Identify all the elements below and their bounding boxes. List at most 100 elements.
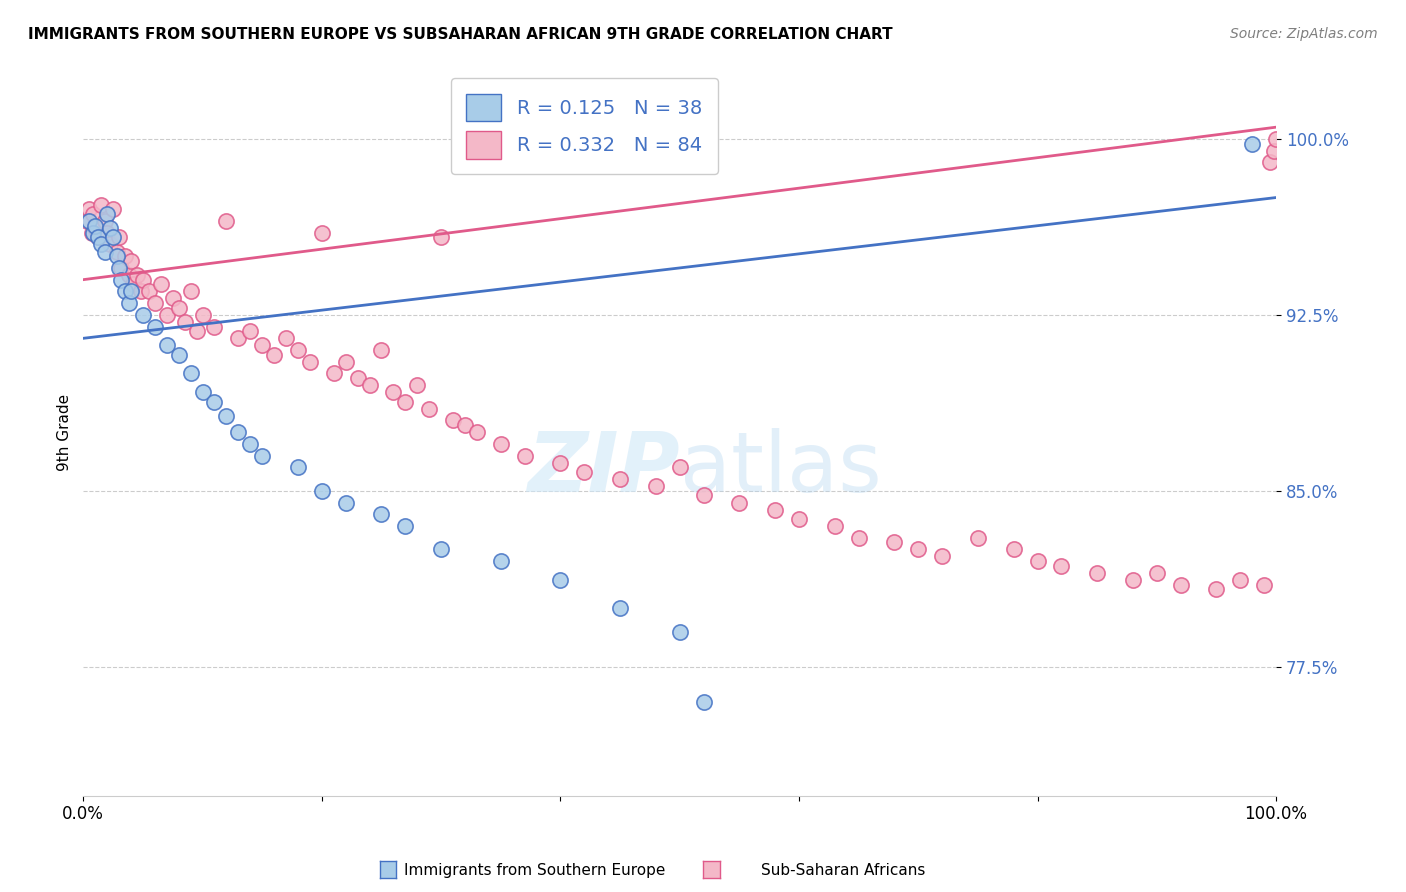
Point: [287, 343, 309, 357]
Point: [263, 348, 285, 362]
Point: [1265, 132, 1288, 146]
Point: [108, 230, 131, 244]
Point: [668, 624, 690, 639]
Text: atlas: atlas: [679, 428, 882, 509]
Point: [117, 296, 139, 310]
Point: [787, 512, 810, 526]
Point: [489, 554, 512, 568]
Point: [406, 378, 429, 392]
Point: [728, 495, 751, 509]
Point: [90, 237, 112, 252]
Point: [418, 401, 440, 416]
Text: Source: ZipAtlas.com: Source: ZipAtlas.com: [1230, 27, 1378, 41]
Point: [80, 226, 103, 240]
Point: [82, 226, 104, 240]
Point: [84, 219, 107, 233]
Point: [311, 226, 333, 240]
Point: [204, 319, 226, 334]
Point: [129, 285, 152, 299]
Point: [82, 207, 104, 221]
Point: [1253, 577, 1275, 591]
Point: [1002, 542, 1025, 557]
Point: [513, 449, 536, 463]
Legend: R = 0.125   N = 38, R = 0.332   N = 84: R = 0.125 N = 38, R = 0.332 N = 84: [451, 78, 717, 174]
Point: [149, 277, 172, 292]
Point: [489, 437, 512, 451]
Point: [90, 197, 112, 211]
Point: [101, 230, 124, 244]
Point: [346, 371, 368, 385]
Y-axis label: 9th Grade: 9th Grade: [58, 393, 72, 471]
Point: [228, 425, 250, 439]
Point: [394, 394, 416, 409]
Point: [574, 465, 596, 479]
Point: [76, 214, 98, 228]
Point: [668, 460, 690, 475]
Point: [824, 519, 846, 533]
Point: [138, 285, 160, 299]
Point: [550, 573, 572, 587]
Text: Immigrants from Southern Europe: Immigrants from Southern Europe: [404, 863, 665, 878]
Point: [644, 479, 666, 493]
Point: [84, 221, 107, 235]
Point: [117, 268, 139, 282]
Point: [239, 324, 262, 338]
Text: IMMIGRANTS FROM SOUTHERN EUROPE VS SUBSAHARAN AFRICAN 9TH GRADE CORRELATION CHAR: IMMIGRANTS FROM SOUTHERN EUROPE VS SUBSA…: [28, 27, 893, 42]
Point: [110, 260, 132, 275]
Point: [98, 237, 121, 252]
Point: [215, 409, 238, 423]
Point: [156, 308, 179, 322]
Point: [96, 207, 118, 221]
Point: [1085, 566, 1108, 580]
Point: [931, 549, 953, 564]
Point: [250, 449, 273, 463]
Point: [311, 483, 333, 498]
Point: [120, 285, 142, 299]
Point: [274, 331, 297, 345]
Point: [180, 367, 202, 381]
Point: [692, 488, 714, 502]
Point: [454, 418, 477, 433]
Point: [94, 244, 117, 259]
Point: [550, 456, 572, 470]
Point: [1241, 136, 1264, 151]
Point: [125, 268, 148, 282]
Point: [94, 214, 117, 228]
Point: [609, 601, 631, 615]
Point: [287, 460, 309, 475]
Point: [77, 202, 100, 217]
Point: [86, 230, 108, 244]
Point: [883, 535, 905, 549]
Point: [1258, 155, 1281, 169]
Point: [122, 277, 145, 292]
Point: [191, 385, 214, 400]
Point: [180, 285, 202, 299]
Point: [101, 202, 124, 217]
Point: [167, 301, 190, 315]
Point: [1170, 577, 1192, 591]
Point: [1146, 566, 1168, 580]
Point: [143, 319, 166, 334]
Point: [167, 348, 190, 362]
Point: [907, 542, 929, 557]
Point: [77, 214, 100, 228]
Point: [239, 437, 262, 451]
Point: [173, 315, 195, 329]
Point: [108, 260, 131, 275]
Point: [114, 285, 136, 299]
Point: [1205, 582, 1227, 597]
Point: [98, 221, 121, 235]
Point: [394, 519, 416, 533]
Point: [609, 472, 631, 486]
Point: [1050, 558, 1073, 573]
Point: [465, 425, 488, 439]
Point: [370, 508, 392, 522]
Point: [359, 378, 381, 392]
Point: [441, 413, 464, 427]
Point: [105, 249, 128, 263]
Point: [250, 338, 273, 352]
Point: [105, 244, 128, 259]
Point: [186, 324, 208, 338]
Point: [191, 308, 214, 322]
Point: [110, 273, 132, 287]
